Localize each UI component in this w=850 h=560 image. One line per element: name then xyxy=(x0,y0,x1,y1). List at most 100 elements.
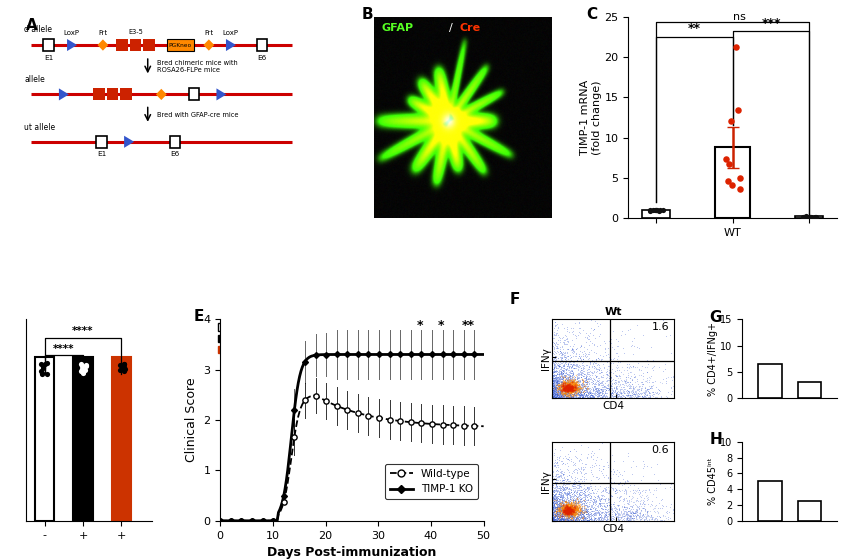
Point xyxy=(574,386,587,395)
Point xyxy=(568,382,581,391)
Point xyxy=(561,483,575,492)
Point xyxy=(572,380,586,389)
Point xyxy=(564,384,578,393)
Point xyxy=(546,379,559,388)
Point xyxy=(555,506,569,515)
Point xyxy=(579,390,592,399)
Point xyxy=(555,384,569,393)
Point xyxy=(564,505,577,514)
Point xyxy=(562,359,575,368)
Point xyxy=(572,503,586,512)
Point xyxy=(615,383,628,392)
Point xyxy=(553,492,567,501)
Point xyxy=(578,513,592,522)
Point xyxy=(558,364,571,373)
Point xyxy=(566,510,580,519)
Point xyxy=(571,508,585,517)
Point xyxy=(556,496,570,505)
Point xyxy=(598,391,612,400)
Point xyxy=(552,507,566,516)
Point xyxy=(561,392,575,401)
Point xyxy=(560,380,574,389)
Point xyxy=(547,374,561,382)
Point xyxy=(609,362,623,371)
Point xyxy=(571,496,585,505)
Point xyxy=(550,391,564,400)
Point xyxy=(547,511,560,520)
Point xyxy=(550,507,564,516)
Point xyxy=(570,486,583,495)
Point xyxy=(553,393,567,402)
Point xyxy=(572,368,586,377)
Point xyxy=(555,497,569,506)
Point xyxy=(562,507,575,516)
Point xyxy=(572,488,586,497)
Point xyxy=(589,391,603,400)
Point xyxy=(564,382,578,391)
Point xyxy=(575,508,588,517)
Point xyxy=(580,379,593,388)
Point xyxy=(567,505,581,514)
Point xyxy=(598,382,612,391)
Point xyxy=(558,388,572,397)
Point xyxy=(591,380,604,389)
Point xyxy=(552,361,565,370)
Point xyxy=(573,390,586,399)
Point xyxy=(552,506,565,515)
Point xyxy=(548,495,562,504)
Point xyxy=(619,506,632,515)
Point xyxy=(573,354,586,363)
Point xyxy=(604,388,618,396)
Point xyxy=(550,492,564,501)
Point xyxy=(545,385,558,394)
Point xyxy=(621,498,635,507)
Point xyxy=(622,384,636,393)
Point xyxy=(565,505,579,514)
Point xyxy=(547,501,561,510)
Point xyxy=(552,512,565,521)
Point xyxy=(606,388,620,396)
Point xyxy=(573,482,586,491)
Point xyxy=(550,497,564,506)
Point xyxy=(565,378,579,387)
Point xyxy=(667,503,681,512)
Point xyxy=(560,510,574,519)
Point xyxy=(548,361,562,370)
Point xyxy=(549,389,563,398)
Point xyxy=(565,505,579,514)
Point xyxy=(558,475,571,484)
Point xyxy=(572,482,586,491)
Point xyxy=(555,493,569,502)
Point xyxy=(570,389,583,398)
Point xyxy=(552,383,565,392)
Point xyxy=(568,498,581,507)
Point xyxy=(555,382,569,391)
Point xyxy=(551,375,564,384)
Point xyxy=(551,378,564,387)
Point xyxy=(554,498,568,507)
Point xyxy=(553,502,567,511)
Point xyxy=(590,372,604,381)
Point xyxy=(610,393,624,402)
Point xyxy=(569,482,582,491)
Point xyxy=(667,512,681,521)
Point xyxy=(116,362,129,371)
Point xyxy=(547,487,561,496)
Point xyxy=(575,388,588,396)
Point xyxy=(37,360,51,368)
Point xyxy=(571,509,585,518)
Point xyxy=(633,510,647,519)
Point xyxy=(627,512,641,521)
Point xyxy=(556,368,570,377)
Point xyxy=(547,367,560,376)
Point xyxy=(557,504,570,513)
Point xyxy=(555,503,569,512)
Point xyxy=(562,382,575,391)
Point xyxy=(546,377,559,386)
Point xyxy=(546,384,559,393)
Point xyxy=(552,378,566,387)
Point xyxy=(567,501,581,510)
Point xyxy=(554,393,568,402)
Point xyxy=(567,382,581,391)
Point xyxy=(591,390,604,399)
